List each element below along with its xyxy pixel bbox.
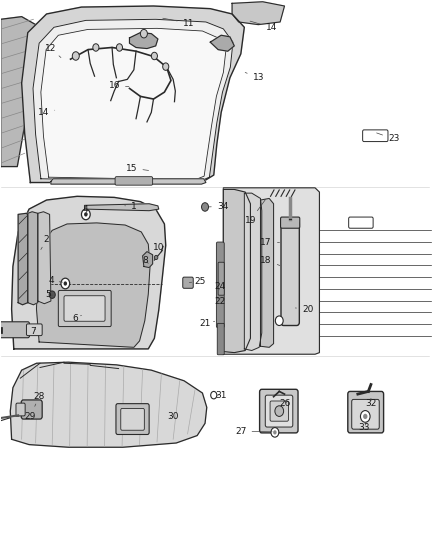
Circle shape [154,255,158,260]
Polygon shape [18,213,28,305]
Text: 23: 23 [377,133,399,143]
Circle shape [162,63,169,70]
Text: 19: 19 [245,200,265,225]
Polygon shape [51,179,206,184]
Text: 14: 14 [250,21,277,32]
Circle shape [273,430,277,434]
Polygon shape [232,2,285,25]
Polygon shape [261,198,274,348]
Circle shape [49,291,55,298]
Circle shape [363,414,367,419]
Circle shape [211,391,217,399]
Text: 20: 20 [295,304,313,313]
FancyBboxPatch shape [0,322,29,338]
Circle shape [360,410,370,422]
Polygon shape [33,19,233,181]
Text: 16: 16 [109,81,129,90]
Circle shape [72,52,79,60]
Text: 27: 27 [235,427,272,436]
FancyBboxPatch shape [217,324,224,355]
Text: 8: 8 [142,256,148,264]
Circle shape [117,44,123,51]
FancyBboxPatch shape [58,290,111,327]
FancyBboxPatch shape [349,217,373,228]
Polygon shape [11,362,207,447]
Polygon shape [130,33,158,49]
Text: 34: 34 [208,202,228,211]
Circle shape [81,209,90,220]
FancyBboxPatch shape [64,296,105,321]
Text: 11: 11 [163,18,194,28]
Text: 22: 22 [214,296,226,305]
Text: 32: 32 [365,398,377,408]
Text: 2: 2 [41,236,49,249]
Text: 15: 15 [126,164,148,173]
Text: 24: 24 [214,282,226,291]
Text: 28: 28 [33,392,45,406]
Text: 14: 14 [38,108,55,117]
Polygon shape [21,6,244,182]
Polygon shape [41,28,226,180]
Polygon shape [28,212,38,305]
Circle shape [84,212,88,216]
Polygon shape [1,17,42,166]
FancyBboxPatch shape [281,221,299,326]
Polygon shape [12,196,166,349]
Polygon shape [210,35,234,51]
Text: 21: 21 [199,319,215,328]
Circle shape [201,203,208,211]
Polygon shape [223,188,319,354]
Polygon shape [143,252,152,268]
FancyBboxPatch shape [16,403,25,416]
FancyBboxPatch shape [121,408,145,430]
Circle shape [275,406,284,416]
Circle shape [64,281,67,286]
Text: 5: 5 [45,290,52,299]
FancyBboxPatch shape [348,391,384,433]
Circle shape [151,52,157,60]
FancyBboxPatch shape [21,400,42,419]
Text: 4: 4 [83,205,88,214]
Polygon shape [223,189,251,353]
Text: 7: 7 [31,327,36,336]
Text: 33: 33 [358,423,370,432]
Text: 18: 18 [261,256,280,265]
Text: 4: 4 [48,276,63,285]
FancyBboxPatch shape [352,399,379,429]
Circle shape [61,278,70,289]
Text: 1: 1 [125,203,137,212]
FancyBboxPatch shape [26,324,42,336]
FancyBboxPatch shape [363,130,388,142]
Circle shape [271,427,279,437]
Text: 10: 10 [153,244,165,256]
Circle shape [93,44,99,51]
FancyBboxPatch shape [216,242,224,328]
Text: 13: 13 [245,72,264,82]
Text: 31: 31 [215,391,227,400]
Polygon shape [244,193,262,351]
FancyBboxPatch shape [183,277,193,288]
Circle shape [141,29,148,38]
FancyBboxPatch shape [270,401,288,421]
FancyBboxPatch shape [281,217,300,228]
FancyBboxPatch shape [265,395,293,427]
Text: 26: 26 [280,399,291,408]
FancyBboxPatch shape [218,262,224,295]
Text: 29: 29 [16,412,36,421]
Text: 12: 12 [45,44,61,58]
Text: 6: 6 [72,313,81,322]
Polygon shape [36,223,150,348]
FancyBboxPatch shape [260,389,298,433]
Polygon shape [38,212,51,304]
Circle shape [276,316,283,326]
Text: 30: 30 [167,413,179,422]
Polygon shape [85,204,159,211]
FancyBboxPatch shape [116,403,149,434]
Text: 17: 17 [261,238,279,247]
Text: 25: 25 [189,277,206,286]
FancyBboxPatch shape [115,176,152,185]
